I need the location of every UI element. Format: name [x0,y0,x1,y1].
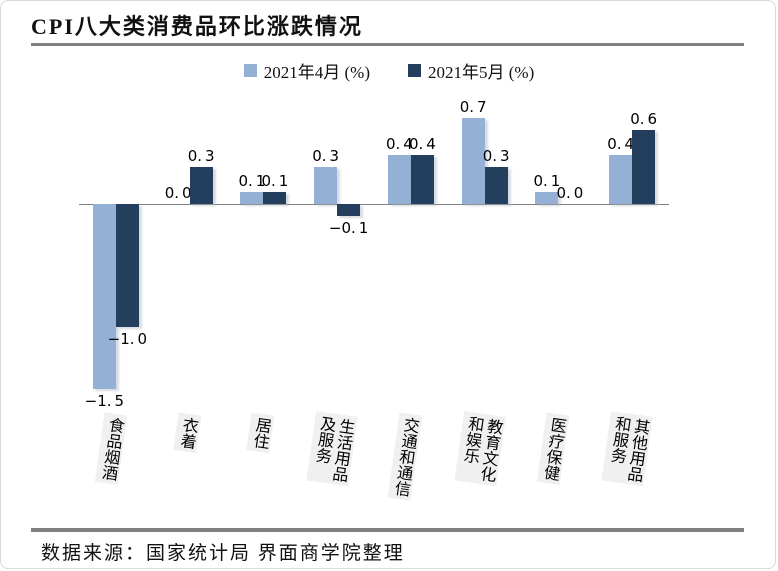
category-label: 生活用品 及服务 [306,411,358,487]
bar-april [535,191,559,204]
category-label: 居住 [246,412,275,454]
bar-april [92,204,116,389]
bar-value-label: −1. 5 [84,391,125,410]
source-note: 数据来源：国家统计局 界面商学院整理 [41,543,405,564]
bar-value-label: 0. 6 [630,110,658,129]
legend-label: 2021年5月 (%) [428,63,535,82]
bar-may [337,204,361,217]
bar-value-label: 0. 3 [187,147,215,166]
bar-value-label: 0. 0 [556,184,584,202]
bar-may [115,204,139,327]
bar-value-label: −1. 0 [107,330,148,348]
category-label: 教育文化 和娱乐 [454,411,506,487]
bar-may [484,167,508,204]
bar-value-label: 0. 1 [261,171,289,190]
bar-may [410,154,434,204]
bar-april [314,167,338,204]
bar-value-label: 0. 3 [482,147,510,166]
bar-may [189,167,213,204]
legend-swatch-icon [243,64,257,77]
bar-april [461,117,485,204]
bar-april [609,154,633,204]
category-label: 食品烟酒 [94,412,128,485]
bar-value-label: 0. 3 [312,147,340,166]
bar-value-label: −0. 1 [328,219,369,238]
bar-value-label: 0. 4 [385,134,413,153]
category-label: 交通和通信 [387,412,423,501]
title-rule [31,43,744,46]
bar-value-label: 0. 0 [164,184,192,202]
legend-item-may: 2021年5月 (%) [408,58,534,83]
category-label: 医疗保健 [537,412,570,485]
legend-swatch-icon [408,64,421,77]
category-label: 衣着 [172,412,202,454]
bar-april [387,154,411,204]
bar-value-label: 0. 4 [607,134,635,153]
bar-may [632,130,656,204]
bar-value-label: 0. 1 [238,171,266,190]
bar-value-label: 0. 7 [459,97,487,116]
chart-title: CPI八大类消费品环比涨跌情况 [31,14,363,39]
zero-axis-line [79,204,669,205]
legend-item-april: 2021年4月 (%) [243,58,370,83]
bar-april [240,191,264,204]
bar-value-label: 0. 4 [408,134,436,153]
legend: 2021年4月 (%) 2021年5月 (%) [1,58,777,83]
bar-value-label: 0. 1 [533,171,561,190]
category-label: 其他用品 和服务 [601,411,653,487]
legend-label: 2021年4月 (%) [263,63,370,82]
bar-may [263,191,287,204]
footer-rule [31,528,744,532]
